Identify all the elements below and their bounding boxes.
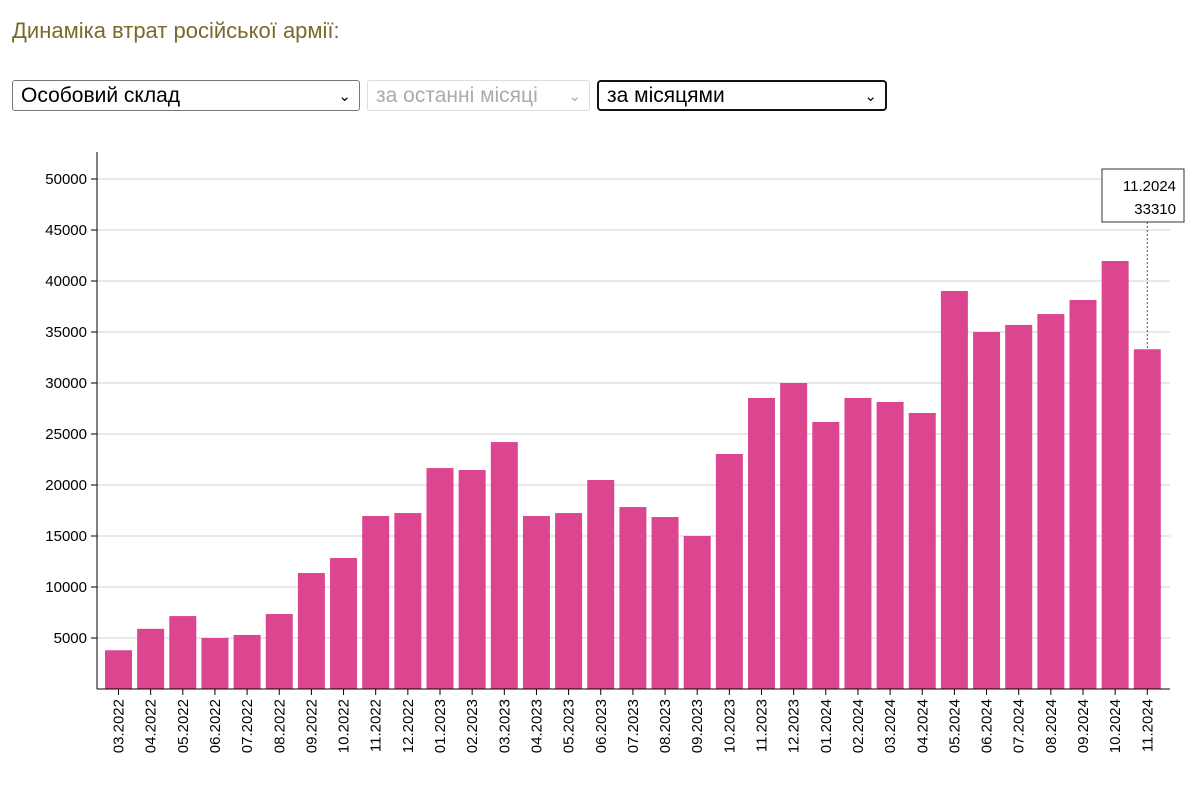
bar [973,332,1001,689]
y-tick-label: 25000 [45,426,87,443]
x-tick-label: 05.2023 [561,699,578,753]
x-tick-label: 06.2024 [979,699,996,753]
x-tick-label: 03.2024 [882,699,899,753]
tooltip-label: 11.2024 [1123,178,1176,195]
bar [265,614,293,689]
x-tick-label: 05.2022 [175,699,192,753]
x-tick-label: 11.2022 [368,699,385,752]
x-tick-label: 08.2023 [657,699,674,753]
y-tick-label: 5000 [54,630,87,647]
x-tick-label: 12.2022 [400,699,417,753]
tooltip-value: 33310 [1134,201,1176,218]
y-tick-label: 40000 [45,273,87,290]
chevron-down-icon: ⌄ [338,87,351,105]
bar [619,507,647,689]
bar [748,397,775,689]
bar [201,638,229,689]
grouping-select-value: за місяцями [607,83,725,107]
x-tick-label: 09.2023 [689,699,706,753]
bar [426,468,454,689]
x-tick-label: 07.2022 [239,699,256,753]
grouping-select[interactable]: за місяцями ⌄ [597,80,887,111]
bar [330,558,358,689]
tooltip-box [1101,168,1185,223]
y-tick-label: 45000 [45,222,87,239]
bar [812,421,840,689]
x-tick-label: 01.2023 [432,699,449,753]
bar [394,513,422,689]
bar [362,516,390,689]
x-tick-label: 07.2023 [625,699,642,753]
x-tick-label: 03.2023 [496,699,513,753]
page-title: Динаміка втрат російської армії: [12,18,340,43]
bar [297,573,325,689]
x-tick-label: 11.2023 [754,699,771,752]
x-tick-label: 04.2022 [143,699,160,753]
bar [522,516,550,689]
bar [458,470,486,689]
x-tick-label: 05.2024 [946,699,963,753]
x-tick-label: 09.2022 [303,699,320,753]
x-tick-label: 02.2024 [850,699,867,753]
x-tick-label: 04.2023 [528,699,545,753]
y-tick-label: 15000 [45,528,87,545]
bar [940,290,968,689]
x-tick-label: 10.2022 [336,699,353,753]
x-tick-label: 02.2023 [464,699,481,753]
x-tick-label: 10.2024 [1107,699,1124,753]
x-tick-label: 08.2024 [1043,699,1060,753]
bar [908,412,936,689]
x-tick-label: 07.2024 [1011,699,1028,753]
bar [715,453,743,689]
bar [780,383,808,689]
bar [1133,349,1161,689]
bar [844,397,872,689]
y-tick-label: 20000 [45,477,87,494]
bar [1005,324,1033,689]
bar [587,480,615,689]
x-tick-label: 11.2024 [1139,699,1156,752]
x-tick-label: 08.2022 [271,699,288,753]
bar [105,650,132,689]
category-select[interactable]: Особовий склад ⌄ [12,80,360,111]
category-select-value: Особовий склад [21,83,181,107]
bar [169,616,197,689]
y-tick-label: 50000 [45,171,87,188]
bar [651,517,679,689]
x-tick-label: 03.2022 [111,699,128,753]
y-tick-label: 30000 [45,375,87,392]
x-tick-label: 04.2024 [914,699,931,753]
bar [555,513,583,689]
bar [876,401,904,689]
chevron-down-icon: ⌄ [864,87,877,105]
x-tick-label: 06.2023 [593,699,610,753]
x-tick-label: 10.2023 [721,699,738,753]
y-tick-label: 10000 [45,579,87,596]
y-tick-label: 35000 [45,324,87,341]
bar [1101,261,1129,689]
chevron-down-icon: ⌄ [568,87,581,105]
x-tick-label: 01.2024 [818,699,835,753]
bar [490,442,518,689]
x-tick-label: 12.2023 [786,699,803,753]
period-select[interactable]: за останні місяці ⌄ [367,80,590,111]
bar [1069,299,1097,689]
bar [1037,314,1065,689]
x-tick-label: 06.2022 [207,699,224,753]
bar [683,536,711,689]
x-tick-label: 09.2024 [1075,699,1092,753]
bar [137,628,165,689]
period-select-value: за останні місяці [376,83,538,107]
bar [233,634,261,689]
